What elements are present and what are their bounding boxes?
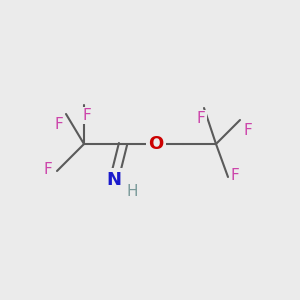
Text: F: F <box>231 168 240 183</box>
Text: H: H <box>126 184 138 200</box>
Text: N: N <box>106 171 122 189</box>
Text: F: F <box>196 111 206 126</box>
Text: F: F <box>54 117 63 132</box>
Text: F: F <box>243 123 252 138</box>
Text: F: F <box>44 162 52 177</box>
Text: O: O <box>148 135 164 153</box>
Text: F: F <box>82 108 91 123</box>
